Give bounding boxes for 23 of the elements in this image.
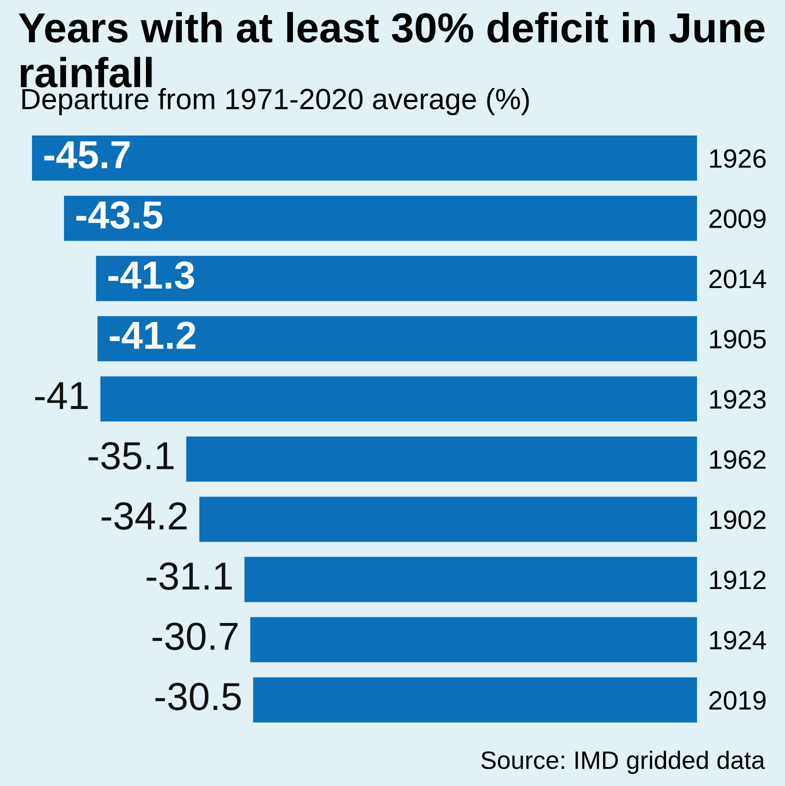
y-tick-label: 2019 [709, 691, 766, 710]
data-label: -34.2 [102, 502, 187, 530]
y-tick-label: 1912 [710, 570, 766, 590]
y-tick-label: 1905 [710, 330, 766, 349]
y-tick-label: 1923 [710, 390, 766, 409]
source-note: Source: IMD gridded data [481, 750, 766, 774]
y-tick-label: 1924 [710, 630, 766, 650]
y-tick-label: 2009 [709, 209, 766, 228]
data-label: -41 [35, 382, 88, 409]
chart-title: Years with at least 30% deficit in June rainfall [18, 12, 765, 88]
y-tick-label: 1962 [710, 450, 766, 469]
data-label: -41.2 [110, 322, 196, 349]
y-tick-label: 1926 [710, 149, 766, 168]
data-label: -43.5 [76, 201, 162, 229]
data-label: -45.7 [44, 141, 130, 169]
data-label: -30.7 [152, 622, 238, 650]
y-tick-label: 1902 [710, 510, 766, 530]
data-label: -35.1 [88, 442, 174, 470]
data-label: -31.1 [146, 562, 232, 590]
data-label: -41.3 [108, 261, 194, 289]
y-tick-label: 2014 [709, 270, 766, 288]
chart-subtitle: Departure from 1971-2020 average (%) [22, 88, 529, 116]
data-label: -30.5 [155, 682, 241, 710]
